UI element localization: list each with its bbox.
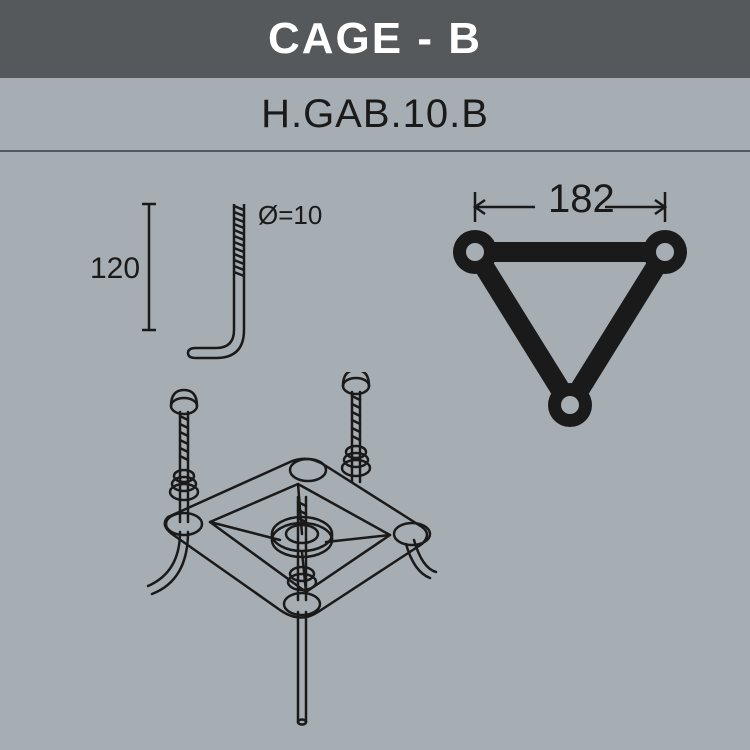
isometric-assembly [130,372,470,732]
subtitle-bar: H.GAB.10.B [0,78,750,152]
bolt-diameter-label: Ø=10 [258,200,322,231]
span-dimension-label: 182 [548,177,615,222]
drawing-area: 182 120 [0,152,750,750]
title-bar: CAGE - B [0,0,750,78]
bolt-length-label: 120 [90,252,140,286]
product-code: H.GAB.10.B [261,92,489,137]
product-title: CAGE - B [268,14,482,64]
